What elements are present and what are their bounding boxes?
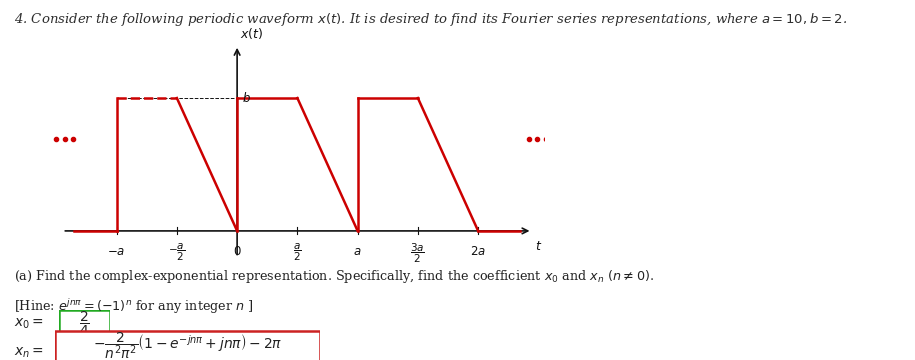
Text: $2a$: $2a$	[470, 245, 486, 258]
Text: (a) Find the complex-exponential representation. Specifically, find the coeffici: (a) Find the complex-exponential represe…	[14, 268, 653, 285]
Text: $t$: $t$	[534, 240, 542, 253]
Text: $\dfrac{2}{4}$: $\dfrac{2}{4}$	[80, 310, 90, 338]
Text: [Hine: $e^{jn\pi} = (-1)^n$ for any integer $n$ ]: [Hine: $e^{jn\pi} = (-1)^n$ for any inte…	[14, 297, 253, 316]
Text: $x(t)$: $x(t)$	[240, 26, 263, 41]
FancyBboxPatch shape	[59, 310, 110, 340]
Text: $-a$: $-a$	[107, 245, 125, 258]
Text: $0$: $0$	[232, 245, 242, 258]
Text: $b$: $b$	[242, 91, 251, 105]
Text: $a$: $a$	[353, 245, 361, 258]
Text: $x_0 = $: $x_0 = $	[14, 317, 44, 331]
Text: $-\dfrac{a}{2}$: $-\dfrac{a}{2}$	[168, 242, 186, 263]
Text: $-\dfrac{2}{n^2\pi^2}\left(1 - e^{-jn\pi} + jn\pi\right) - 2\pi$: $-\dfrac{2}{n^2\pi^2}\left(1 - e^{-jn\pi…	[92, 330, 283, 360]
FancyBboxPatch shape	[55, 332, 320, 360]
Text: $\dfrac{3a}{2}$: $\dfrac{3a}{2}$	[411, 242, 425, 265]
Text: $\dfrac{a}{2}$: $\dfrac{a}{2}$	[293, 242, 302, 263]
Text: 4. Consider the following periodic waveform $x(t)$. It is desired to find its Fo: 4. Consider the following periodic wavef…	[14, 11, 847, 28]
Text: $x_n = $: $x_n = $	[14, 346, 44, 360]
